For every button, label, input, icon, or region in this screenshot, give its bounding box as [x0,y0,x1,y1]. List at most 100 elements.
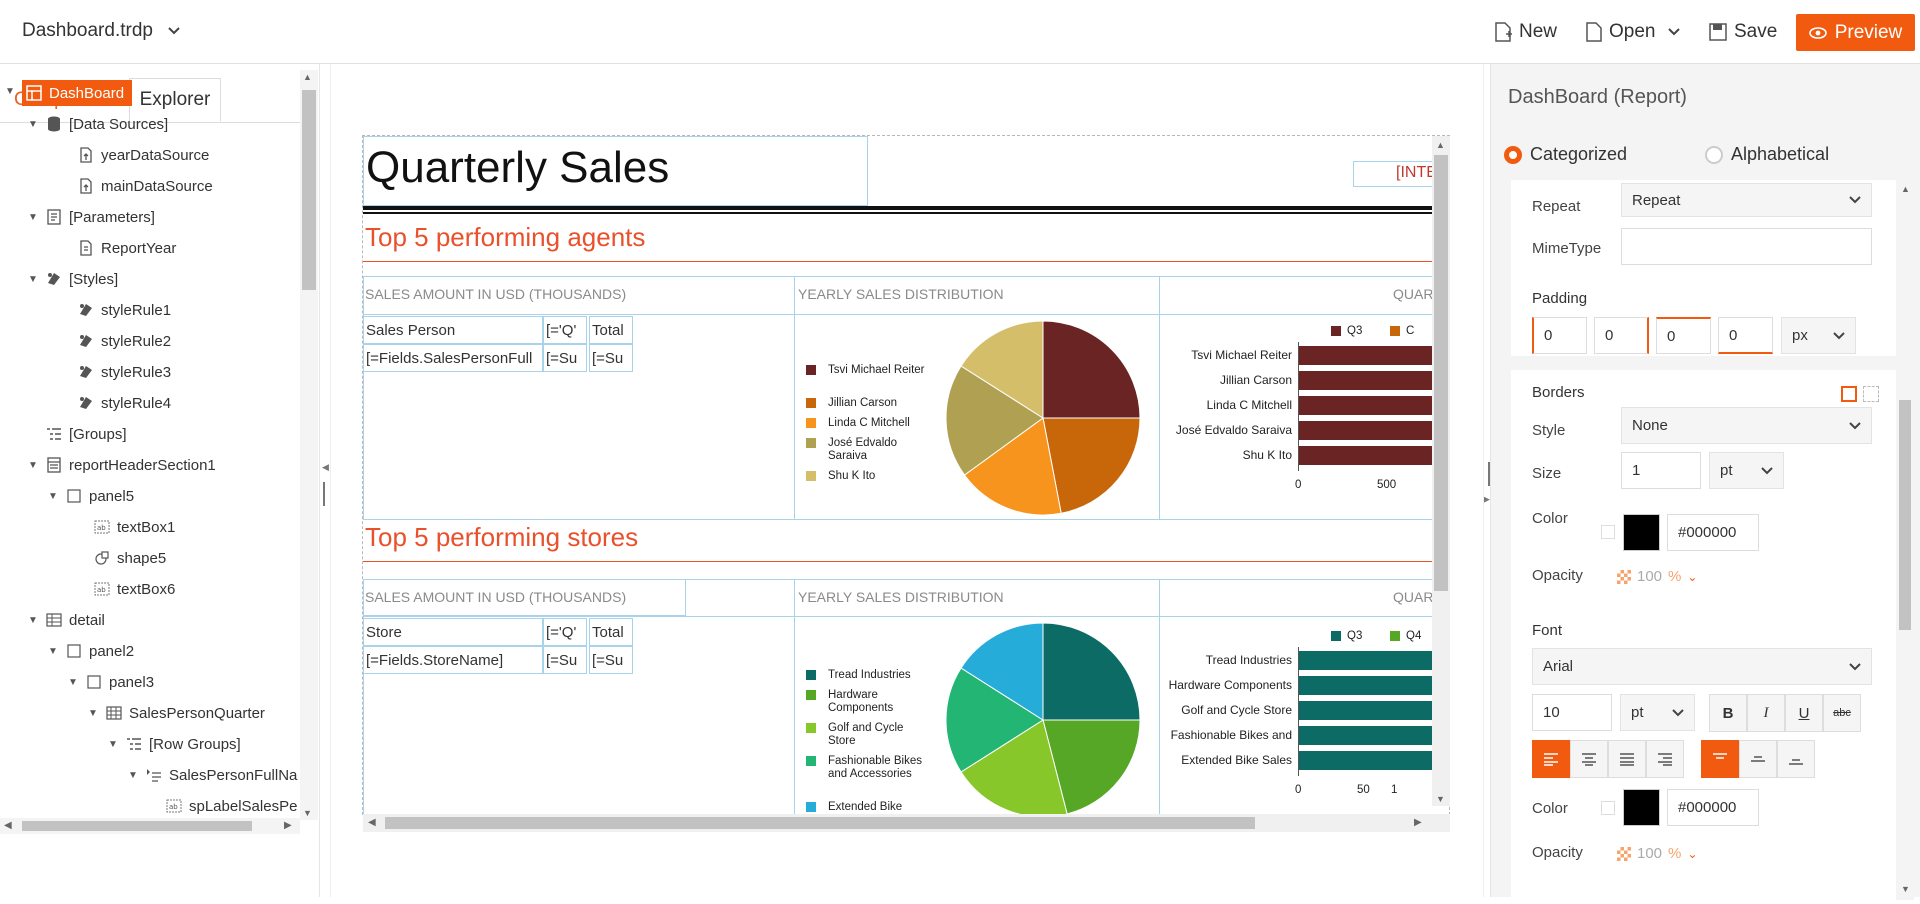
padding-right-input[interactable]: 0 [1594,317,1649,354]
padding-left-input[interactable]: 0 [1532,317,1587,354]
tree-node[interactable]: ▼ [Row Groups] [106,731,241,757]
scroll-right-arrow-icon[interactable]: ▶ [284,820,292,831]
font-opacity-control[interactable]: 100 % ⌄ [1617,845,1697,862]
scroll-down-arrow-icon[interactable]: ▼ [1436,794,1445,804]
tree-node[interactable]: ▼ [Parameters] [26,204,155,230]
expand-arrow-icon[interactable]: ▼ [48,490,58,502]
table-cell[interactable]: [=Fields.SalesPersonFull [363,344,543,372]
tree-node[interactable]: ReportYear [58,235,176,261]
section-title-stores[interactable]: Top 5 performing stores [365,522,639,552]
open-button[interactable]: Open [1586,20,1681,44]
splitter-handle[interactable] [1488,462,1490,486]
table-cell[interactable]: [=Su [543,344,587,372]
expand-arrow-icon[interactable]: ▼ [128,769,138,781]
border-color-input[interactable]: #000000 [1667,514,1759,551]
tree-node[interactable]: ▼ detail [26,607,105,633]
strikethrough-button[interactable]: abc [1823,694,1861,732]
pie-slice[interactable] [963,417,1062,516]
font-color-input[interactable]: #000000 [1667,789,1759,826]
title-textbox[interactable]: Quarterly Sales [363,136,868,206]
padding-top-input[interactable]: 0 [1656,317,1711,354]
scroll-down-arrow-icon[interactable]: ▼ [1901,884,1910,894]
tree-node[interactable]: ▼ panel2 [46,638,134,664]
scroll-up-arrow-icon[interactable]: ▲ [1436,140,1445,150]
tree-node[interactable]: mainDataSource [58,173,213,199]
tree-node[interactable]: shape5 [74,545,166,571]
properties-vertical-scroll-thumb[interactable] [1899,400,1911,630]
table-cell[interactable]: Sales Person [363,316,543,344]
font-unit-dropdown[interactable]: pt [1620,694,1695,731]
border-none-icon[interactable] [1863,386,1879,402]
bar[interactable] [1298,701,1449,720]
align-justify-button[interactable] [1608,740,1646,778]
bar-chart-agents[interactable]: Q3 C Tsvi Michael Reiter Jillian Carson Lind… [1161,316,1449,516]
bar[interactable] [1298,651,1449,670]
file-menu[interactable]: Dashboard.trdp [22,20,180,42]
scroll-right-arrow-icon[interactable]: ▶ [1414,817,1422,828]
valign-bottom-button[interactable] [1777,740,1815,778]
scroll-down-arrow-icon[interactable]: ▼ [303,808,312,818]
scroll-left-arrow-icon[interactable]: ◀ [4,820,12,831]
pie-slice[interactable] [1042,417,1141,514]
pie-chart-stores[interactable] [943,620,1143,815]
tree-node[interactable]: ▼ SalesPersonFullNa [126,762,297,788]
pie-slice[interactable] [945,365,1044,476]
table-cell[interactable]: [=Su [589,646,633,674]
padding-unit-dropdown[interactable]: px [1781,317,1856,354]
expand-arrow-icon[interactable]: ▼ [68,676,78,688]
expand-arrow-icon[interactable]: ▼ [48,645,58,657]
tree-node[interactable]: [Groups] [26,421,127,447]
table-cell[interactable]: Total [589,316,633,344]
tree-node[interactable]: styleRule3 [58,359,171,385]
section-title-agents[interactable]: Top 5 performing agents [365,222,646,252]
bar[interactable] [1298,346,1449,365]
border-all-icon[interactable] [1841,386,1857,402]
bar[interactable] [1298,446,1449,465]
pie-slice[interactable] [1042,719,1141,814]
tree-node[interactable]: styleRule2 [58,328,171,354]
font-family-dropdown[interactable]: Arial [1532,648,1872,685]
inte-field[interactable]: [INTE [1353,161,1449,187]
color-checkbox[interactable] [1601,801,1615,815]
panel-stores[interactable] [363,579,1449,814]
mimetype-input[interactable] [1621,228,1872,265]
splitter-handle[interactable] [323,482,325,506]
bar[interactable] [1298,421,1449,440]
expand-arrow-icon[interactable]: ▼ [28,614,38,626]
tree-node[interactable]: ▼ panel5 [46,483,134,509]
pie-slice[interactable] [945,667,1044,773]
pie-slice[interactable] [960,622,1044,721]
tree-node[interactable]: ▼ [Styles] [26,266,118,292]
radio-categorized[interactable]: Categorized [1504,144,1627,165]
table-cell[interactable]: [='Q' [543,618,587,646]
table-cell[interactable]: [='Q' [543,316,587,344]
bar[interactable] [1298,726,1449,745]
bar[interactable] [1298,371,1449,390]
tree-node[interactable]: yearDataSource [58,142,209,168]
valign-top-button[interactable] [1701,740,1739,778]
tree-node[interactable]: ▼ SalesPersonQuarter [86,700,265,726]
pie-chart-agents[interactable] [943,318,1143,518]
tree-node[interactable]: DashBoard [22,80,133,106]
save-button[interactable]: Save [1709,20,1777,44]
table-cell[interactable]: [=Su [543,646,587,674]
repeat-dropdown[interactable]: Repeat [1621,183,1872,217]
report-horizontal-scroll-thumb[interactable] [385,817,1255,829]
tree-node[interactable]: ab spLabelSalesPe [146,793,297,818]
border-unit-dropdown[interactable]: pt [1709,452,1784,489]
tree-horizontal-scroll-thumb[interactable] [22,821,252,831]
new-button[interactable]: New [1494,20,1557,44]
tab-explorer[interactable]: Explorer [129,78,221,122]
bar[interactable] [1298,676,1449,695]
pie-slice[interactable] [1042,622,1141,721]
tree-node[interactable]: ▼ panel3 [66,669,154,695]
header-textbox[interactable] [363,579,686,616]
tree-node[interactable]: ▼ reportHeaderSection1 [26,452,216,478]
collapse-right-panel-icon[interactable]: ▶ [1483,494,1490,504]
table-cell[interactable]: Total [589,618,633,646]
expand-arrow-icon[interactable]: ▼ [5,86,15,97]
border-size-input[interactable]: 1 [1621,452,1701,489]
border-color-swatch[interactable] [1623,514,1660,551]
padding-bottom-input[interactable]: 0 [1718,317,1773,354]
align-left-button[interactable] [1532,740,1570,778]
